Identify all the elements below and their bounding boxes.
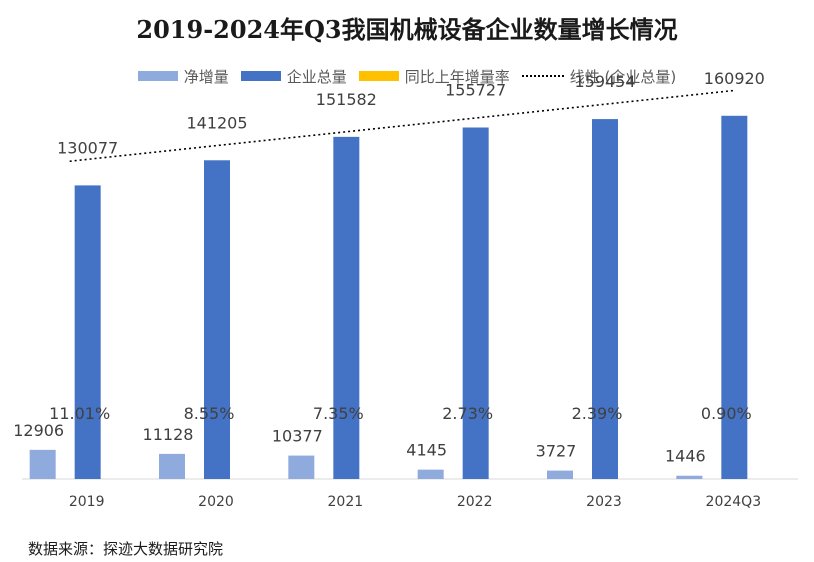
bar-total-2020 (204, 160, 230, 479)
legend-label-net: 净增量 (183, 67, 229, 86)
data-label-net-2020: 11128 (143, 425, 194, 444)
legend-item-net: 净增量 (137, 66, 229, 87)
trendline-total (69, 89, 735, 163)
data-label-rate-2023: 2.39% (572, 404, 623, 423)
x-tick-2023: 2023 (586, 494, 622, 510)
data-label-total-2019: 130077 (57, 138, 118, 157)
data-label-rate-2021: 7.35% (313, 404, 364, 423)
bar-net-2019 (29, 449, 56, 479)
data-label-total-2020: 141205 (186, 113, 247, 132)
data-label-net-2024Q3: 1446 (665, 447, 706, 466)
data-label-net-2023: 3727 (536, 442, 577, 461)
bar-total-2021 (333, 136, 360, 479)
data-label-rate-2020: 8.55% (184, 404, 235, 423)
data-label-net-2019: 12906 (13, 421, 64, 440)
bar-net-2024Q3 (676, 475, 703, 479)
legend-swatch-rate (358, 71, 399, 81)
x-tick-2024Q3: 2024Q3 (706, 494, 762, 510)
bar-net-2023 (547, 470, 573, 479)
legend-label-trend: 线性 (企业总量) (569, 67, 677, 86)
legend-label-total: 企业总量 (286, 67, 347, 86)
data-label-rate-2024Q3: 0.90% (701, 404, 752, 423)
legend-label-rate: 同比上年增量率 (404, 67, 510, 86)
bar-total-2022 (462, 127, 489, 479)
legend-item-total: 企业总量 (240, 66, 347, 87)
data-label-total-2021: 151582 (316, 90, 377, 109)
bar-net-2021 (288, 455, 315, 479)
x-tick-2022: 2022 (457, 494, 493, 510)
legend-swatch-trend (521, 75, 564, 77)
bar-net-2020 (159, 453, 185, 479)
legend-swatch-net (137, 71, 178, 81)
x-tick-2019: 2019 (69, 494, 105, 510)
data-label-rate-2019: 11.01% (49, 404, 110, 423)
data-label-net-2022: 4145 (406, 441, 447, 460)
x-tick-2021: 2021 (328, 494, 364, 510)
chart-legend: 净增量 企业总量 同比上年增量率 线性 (企业总量) (0, 64, 814, 88)
legend-item-rate: 同比上年增量率 (358, 66, 510, 87)
bar-total-2023 (592, 119, 618, 480)
bar-net-2022 (417, 469, 444, 479)
bar-total-2019 (74, 185, 101, 479)
data-source-note: 数据来源：探迹大数据研究院 (28, 540, 224, 558)
legend-item-trend: 线性 (企业总量) (521, 66, 677, 87)
chart-title: 2019-2024年Q3我国机械设备企业数量增长情况 (136, 15, 678, 44)
data-label-total-2024Q3: 160920 (704, 69, 765, 88)
data-label-total-2022: 155727 (445, 81, 506, 100)
x-tick-2020: 2020 (198, 494, 234, 510)
data-label-rate-2022: 2.73% (442, 404, 493, 423)
data-label-total-2023: 159454 (574, 72, 635, 91)
legend-swatch-total (240, 71, 281, 81)
data-label-net-2021: 10377 (272, 427, 323, 446)
bar-total-2024Q3 (721, 115, 748, 479)
